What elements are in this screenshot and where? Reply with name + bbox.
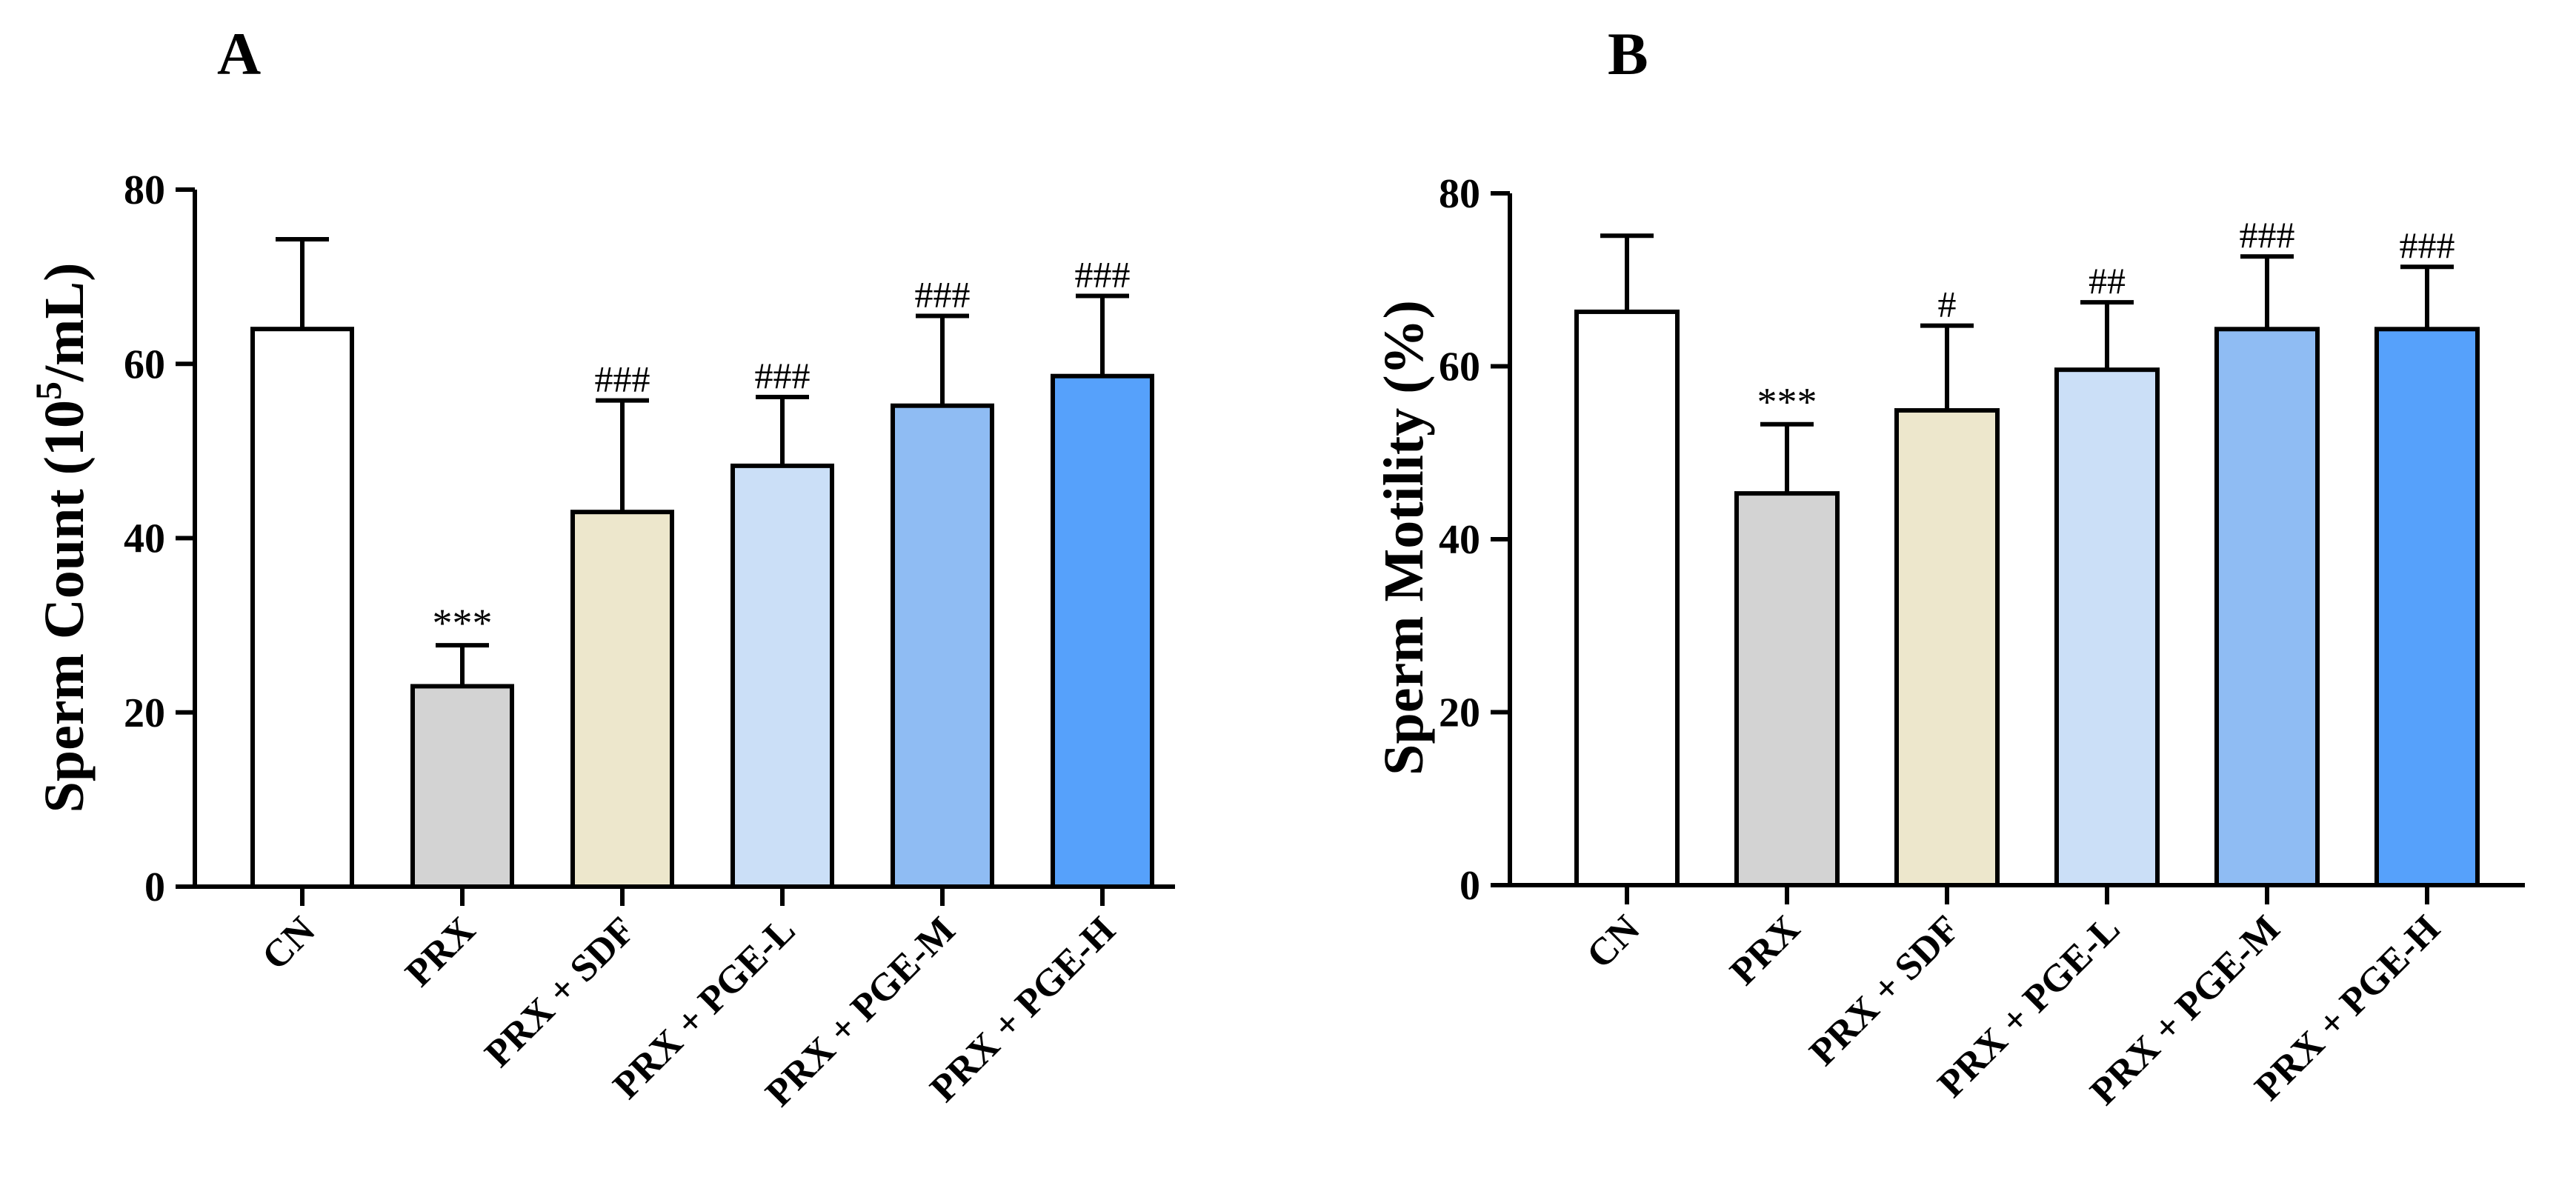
panel-b-y-tick-label: 60 bbox=[1439, 344, 1480, 390]
panel-b-bar-2 bbox=[1894, 408, 2000, 887]
panel-a-significance-label: ### bbox=[755, 355, 811, 396]
panel-b-significance-label: ## bbox=[2089, 260, 2126, 301]
panel-b-bar-5 bbox=[2374, 327, 2480, 887]
panel-b-label: B bbox=[1608, 20, 1648, 87]
panel-b-bar-0 bbox=[1574, 309, 1680, 887]
panel-a-bar-4 bbox=[891, 403, 994, 889]
panel-a-y-axis-title-sup: 5 bbox=[27, 381, 69, 400]
panel-a-y-tick-label: 60 bbox=[124, 341, 165, 387]
panel-b-category-label: PRX + SDF bbox=[1802, 907, 1968, 1074]
panel-b-significance-label: ### bbox=[2240, 214, 2295, 256]
panel-a-category-label: PRX + SDF bbox=[477, 909, 644, 1076]
panel-b-significance-label: ### bbox=[2400, 224, 2455, 266]
panel-b-bar-4 bbox=[2214, 327, 2320, 887]
panel-b-bar-3 bbox=[2054, 367, 2160, 888]
panel-a-category-label: CN bbox=[254, 909, 323, 978]
panel-a-y-axis-title-suffix: /mL) bbox=[33, 263, 96, 382]
panel-b-category-label: PRX bbox=[1723, 907, 1808, 993]
panel-a-bar-1 bbox=[410, 684, 514, 890]
panel-a-bar-2 bbox=[570, 510, 674, 890]
panel-a-label: A bbox=[217, 20, 261, 87]
panel-a-significance-label: ### bbox=[1075, 254, 1131, 296]
panel-a-y-tick-label: 0 bbox=[144, 864, 165, 910]
panel-b-y-tick-label: 0 bbox=[1460, 863, 1480, 909]
panel-b-significance-label: # bbox=[1938, 284, 1957, 325]
panel-a-y-axis-title: Sperm Count (105/mL) bbox=[27, 263, 96, 813]
panel-b-y-tick-label: 80 bbox=[1439, 171, 1480, 217]
panel-b-y-tick-label: 20 bbox=[1439, 690, 1480, 736]
panel-a-y-tick-label: 20 bbox=[124, 690, 165, 736]
panel-a-y-tick-label: 40 bbox=[124, 516, 165, 562]
panel-b-bar-1 bbox=[1734, 491, 1840, 887]
panel-a-significance-label: ### bbox=[595, 359, 650, 400]
panel-b-y-tick-label: 40 bbox=[1439, 517, 1480, 563]
panel-a-category-label: PRX bbox=[398, 909, 484, 995]
panel-b-y-axis-title: Sperm Motility (%) bbox=[1373, 300, 1435, 776]
panel-a-significance-label: ### bbox=[915, 274, 971, 316]
panel-b-category-label: CN bbox=[1579, 907, 1648, 976]
panel-a-bar-5 bbox=[1051, 373, 1154, 889]
panel-b-significance-label: *** bbox=[1757, 380, 1817, 424]
panel-a-bar-0 bbox=[250, 327, 354, 889]
panel-a-y-tick-label: 80 bbox=[124, 167, 165, 213]
panel-a-significance-label: *** bbox=[433, 601, 493, 645]
panel-a-bar-3 bbox=[730, 463, 834, 889]
